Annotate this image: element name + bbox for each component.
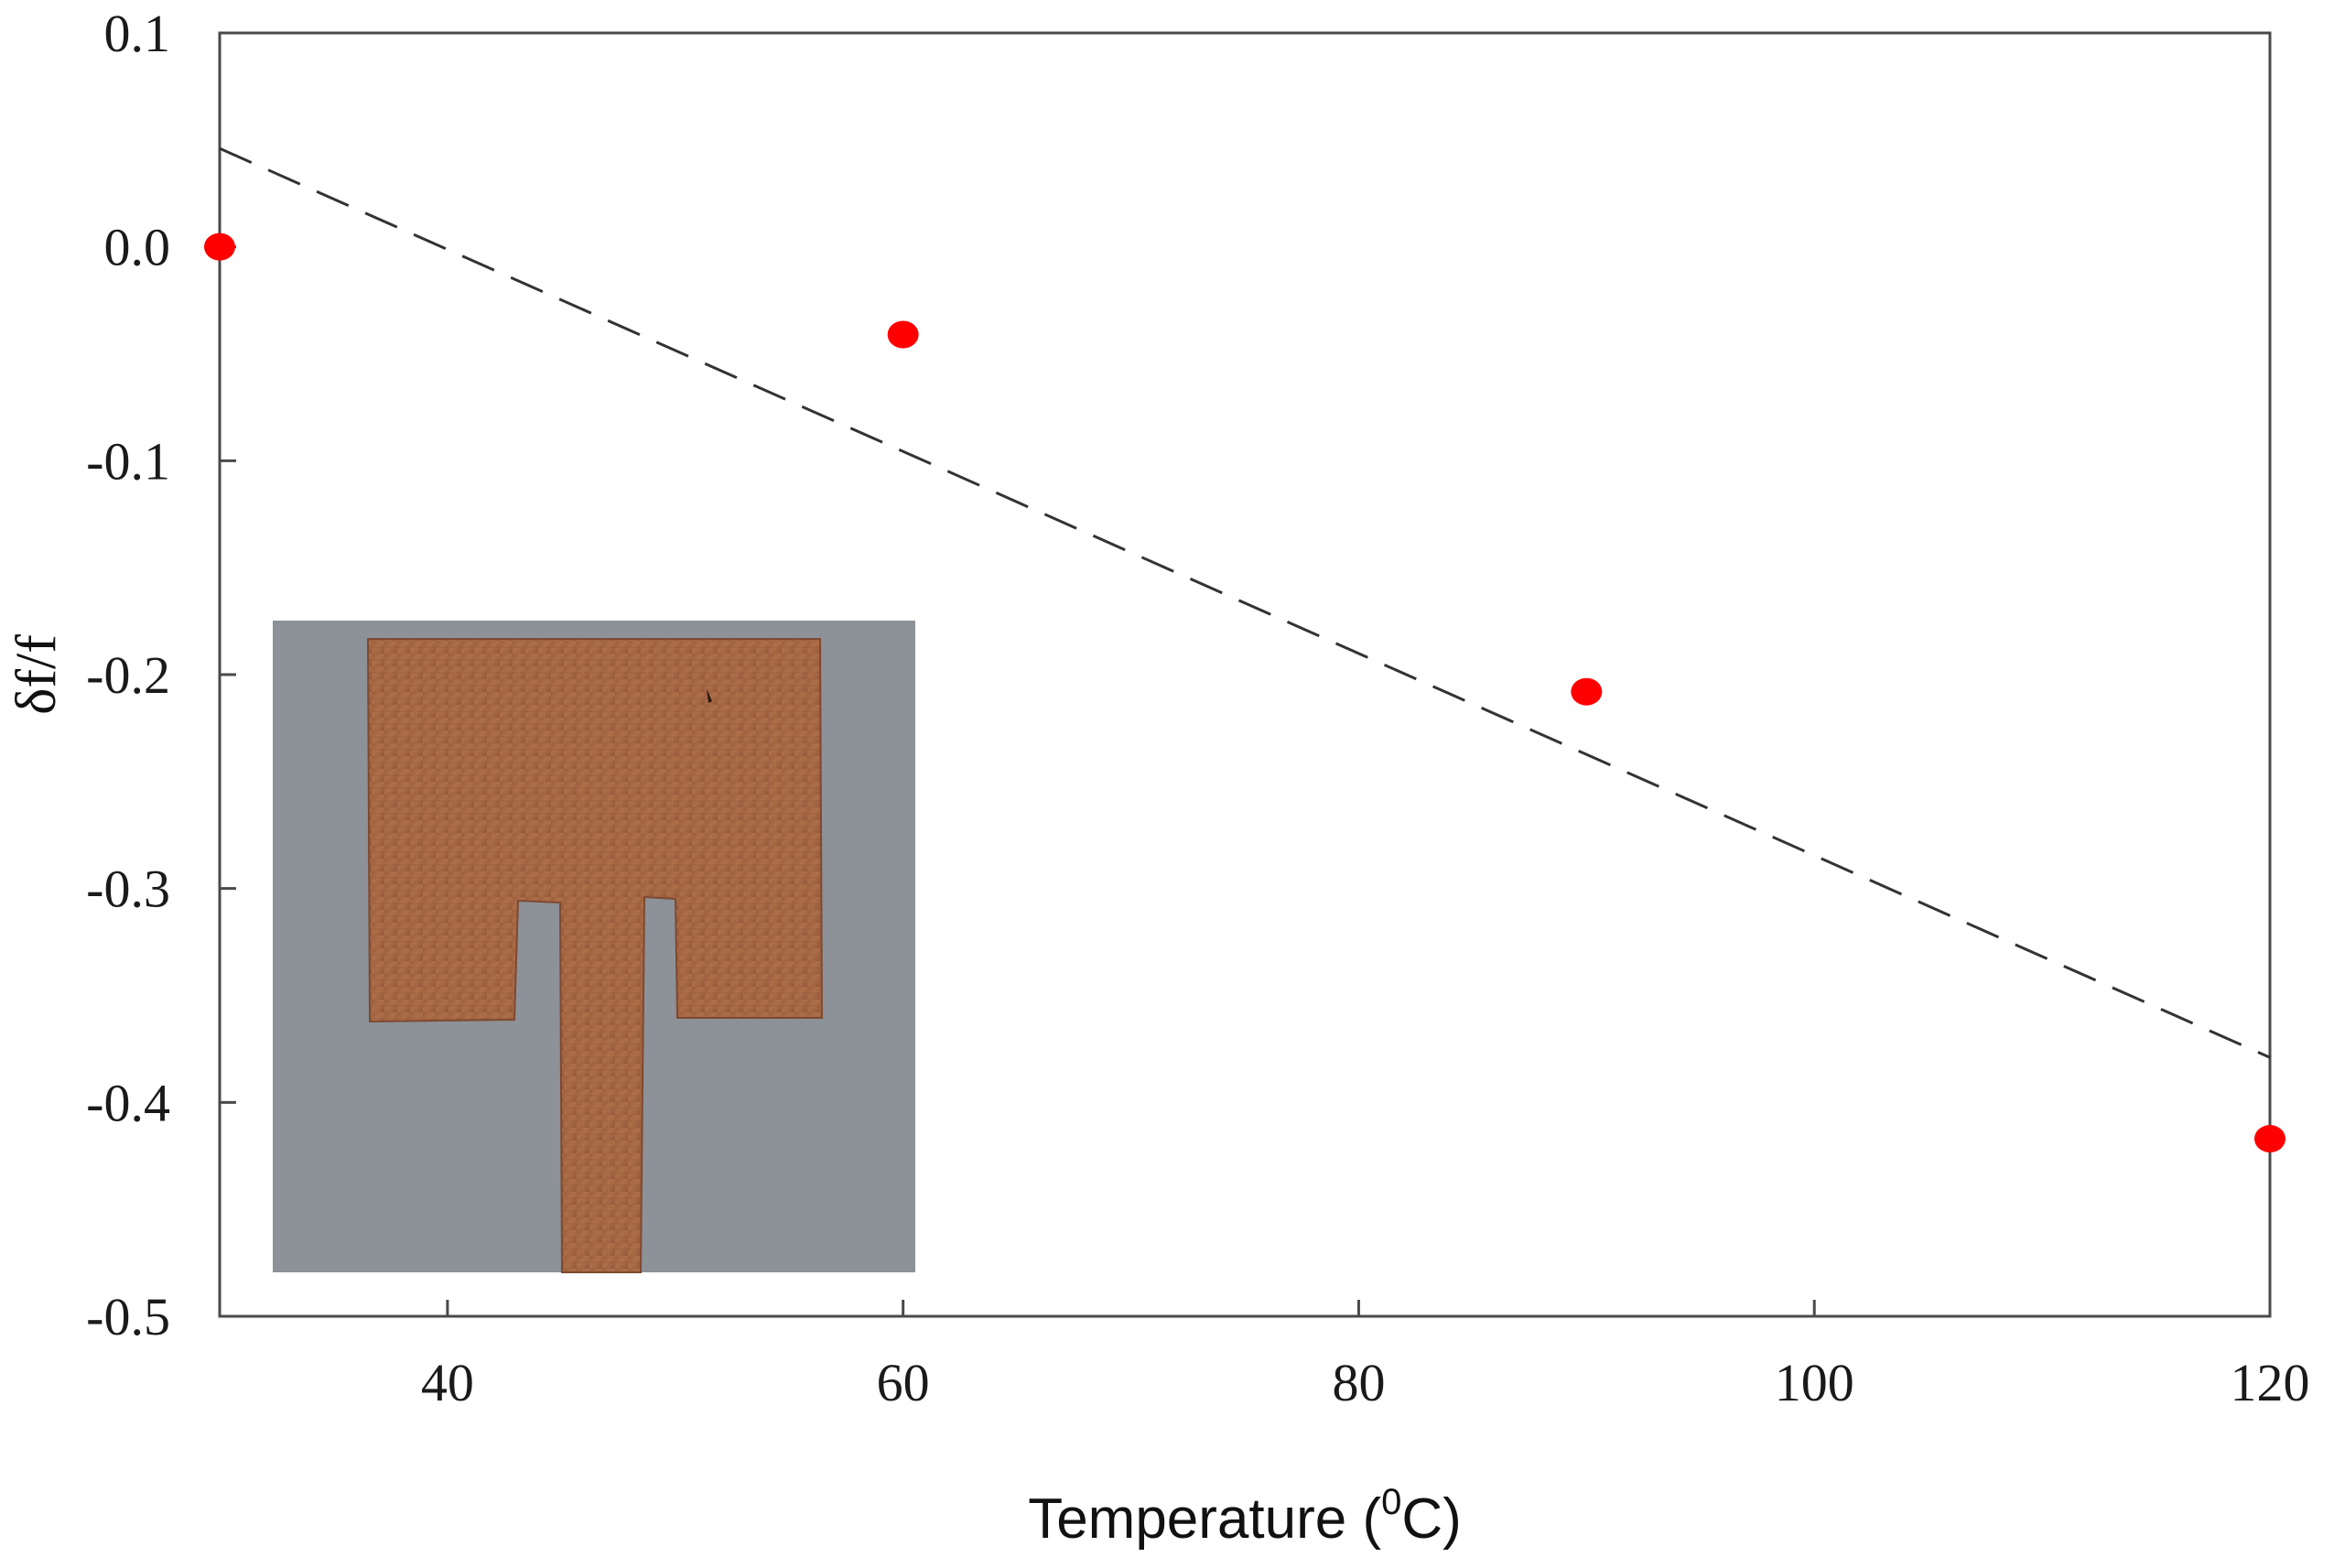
x-axis-title-suffix: C)	[1401, 1487, 1461, 1551]
y-tick-label: 0.0	[104, 218, 171, 277]
data-point	[204, 232, 235, 261]
y-axis-title: δf/f	[5, 634, 68, 715]
y-tick-label: -0.1	[86, 431, 170, 491]
y-tick-label: -0.5	[86, 1287, 170, 1346]
data-point	[1571, 677, 1603, 706]
data-point	[2254, 1125, 2285, 1153]
x-tick-label: 80	[1332, 1353, 1385, 1412]
copper-antenna-icon	[366, 638, 824, 1273]
x-tick-label: 40	[421, 1353, 474, 1412]
x-tick-label: 60	[877, 1353, 930, 1412]
x-axis-title: Temperature (0C)	[1028, 1482, 1462, 1551]
y-tick-label: -0.2	[86, 645, 170, 705]
inset-photo	[273, 621, 915, 1273]
antenna-speck	[707, 688, 712, 703]
y-tick-label: 0.1	[104, 4, 171, 63]
y-axis-ticks: 0.1 0.0 -0.1 -0.2 -0.3 -0.4 -0.5	[86, 4, 236, 1346]
y-tick-label: -0.4	[86, 1073, 170, 1132]
x-tick-label: 120	[2231, 1353, 2310, 1412]
x-axis-title-superscript: 0	[1381, 1482, 1401, 1522]
x-tick-label: 100	[1775, 1353, 1854, 1412]
y-tick-label: -0.3	[86, 860, 170, 919]
data-points	[204, 232, 2285, 1153]
data-point	[887, 320, 919, 349]
trend-line	[219, 146, 2271, 1059]
x-axis-ticks: 40 60 80 100 120	[421, 1300, 2310, 1412]
